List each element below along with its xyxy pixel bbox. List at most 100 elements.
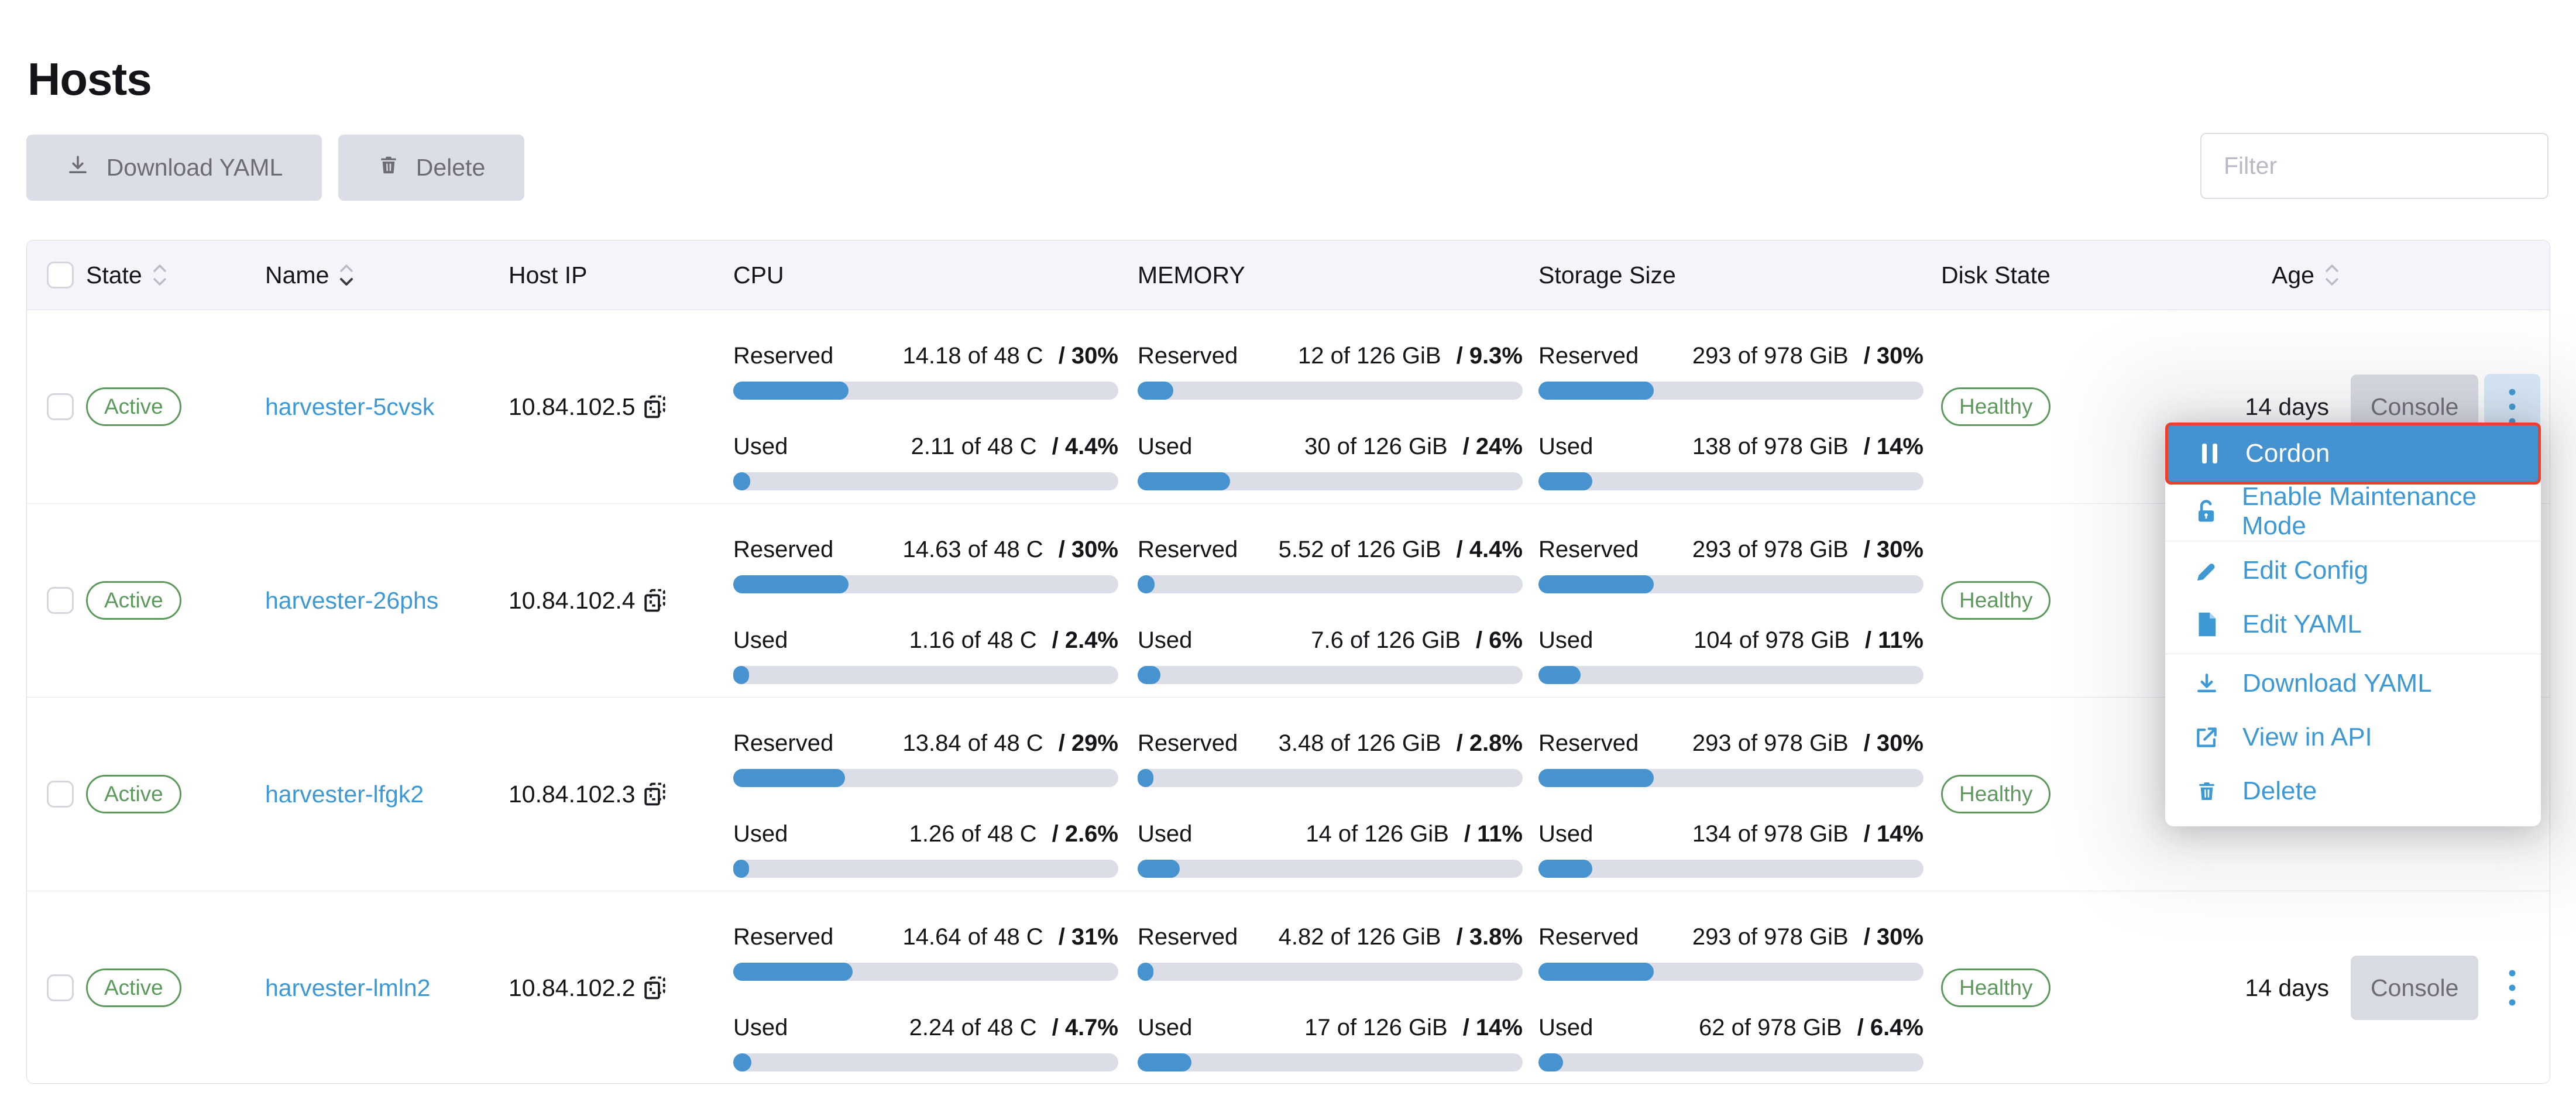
copy-icon[interactable] (643, 974, 667, 1001)
sort-icon[interactable] (152, 263, 168, 287)
state-badge: Active (86, 968, 181, 1008)
menu-item-download-yaml[interactable]: Download YAML (2165, 657, 2541, 710)
storage-reserved-value: 293 of 978 GiB (1692, 730, 1849, 756)
memory-cell: Reserved 3.48 of 126 GiB / 2.8% Used 14 of … (1138, 698, 1523, 891)
cpu-used-bar (733, 666, 1118, 684)
storage-reserved-percent: / 30% (1863, 924, 1924, 950)
kebab-icon (2509, 389, 2516, 425)
storage-reserved-percent: / 30% (1863, 343, 1924, 369)
memory-used-percent: / 24% (1462, 434, 1523, 459)
column-header-storage-size[interactable]: Storage Size (1538, 241, 1676, 310)
cpu-reserved-value: 14.64 of 48 C (902, 924, 1043, 950)
console-button[interactable]: Console (2351, 956, 2479, 1020)
used-label: Used (733, 1015, 788, 1040)
menu-item-label: Edit YAML (2242, 610, 2362, 638)
memory-used-value: 7.6 of 126 GiB (1311, 627, 1461, 653)
disk-state-badge: Healthy (1941, 387, 2051, 427)
reserved-label: Reserved (733, 730, 834, 756)
memory-reserved-percent: / 4.4% (1456, 537, 1523, 562)
memory-used-value: 17 of 126 GiB (1304, 1015, 1448, 1040)
table-row: Active harvester-lmln2 10.84.102.2 Reser… (27, 891, 2550, 1084)
used-label: Used (1538, 821, 1593, 847)
memory-reserved-percent: / 9.3% (1456, 343, 1523, 369)
host-name-link[interactable]: harvester-26phs (265, 586, 439, 614)
column-label-name: Name (265, 261, 329, 289)
page-title: Hosts (28, 53, 152, 105)
age-value: 14 days (2245, 393, 2329, 420)
copy-icon[interactable] (643, 587, 667, 614)
reserved-label: Reserved (1538, 343, 1639, 369)
host-ip-value: 10.84.102.5 (509, 393, 636, 420)
column-header-age[interactable]: Age (2272, 241, 2340, 310)
menu-item-label: View in API (2242, 723, 2372, 751)
delete-button[interactable]: Delete (338, 135, 524, 201)
storage-used-percent: / 14% (1863, 821, 1924, 847)
storage-reserved-bar (1538, 963, 1924, 981)
cpu-reserved-value: 13.84 of 48 C (902, 730, 1043, 756)
menu-item-enable-maintenance-mode[interactable]: Enable Maintenance Mode (2165, 482, 2541, 540)
menu-item-cordon[interactable]: Cordon (2165, 423, 2541, 485)
column-header-state[interactable]: State (86, 241, 168, 310)
storage-used-bar (1538, 1053, 1924, 1071)
copy-icon[interactable] (643, 781, 667, 808)
storage-used-value: 138 of 978 GiB (1692, 434, 1849, 459)
cpu-reserved-value: 14.18 of 48 C (902, 343, 1043, 369)
sort-icon[interactable] (2324, 263, 2340, 287)
reserved-label: Reserved (733, 343, 834, 369)
select-all-checkbox[interactable] (47, 262, 74, 289)
pause-icon (2195, 441, 2224, 466)
memory-reserved-value: 12 of 126 GiB (1297, 343, 1441, 369)
column-label-age: Age (2272, 261, 2314, 289)
external-link-icon (2192, 724, 2221, 750)
storage-reserved-bar (1538, 382, 1924, 400)
cpu-used-percent: / 4.7% (1052, 1015, 1118, 1040)
storage-used-bar (1538, 472, 1924, 490)
column-label-memory: MEMORY (1138, 261, 1245, 289)
download-yaml-button[interactable]: Download YAML (26, 135, 322, 201)
row-checkbox[interactable] (47, 974, 74, 1001)
column-header-name[interactable]: Name (265, 241, 355, 310)
row-checkbox[interactable] (47, 781, 74, 808)
memory-used-value: 14 of 126 GiB (1306, 821, 1449, 847)
menu-item-view-in-api[interactable]: View in API (2165, 710, 2541, 764)
host-ip-value: 10.84.102.2 (509, 974, 636, 1001)
memory-reserved-percent: / 2.8% (1456, 730, 1523, 756)
memory-reserved-value: 4.82 of 126 GiB (1278, 924, 1441, 950)
column-header-host-ip[interactable]: Host IP (509, 241, 587, 310)
column-header-memory[interactable]: MEMORY (1138, 241, 1245, 310)
used-label: Used (733, 627, 788, 653)
menu-item-edit-config[interactable]: Edit Config (2165, 544, 2541, 597)
cpu-used-bar (733, 472, 1118, 490)
storage-reserved-bar (1538, 575, 1924, 593)
menu-item-label: Delete (2242, 777, 2317, 805)
menu-item-delete[interactable]: Delete (2165, 764, 2541, 818)
column-header-disk-state[interactable]: Disk State (1941, 241, 2051, 310)
cpu-used-value: 2.24 of 48 C (909, 1015, 1037, 1040)
storage-used-percent: / 6.4% (1857, 1015, 1924, 1040)
cpu-cell: Reserved 14.63 of 48 C / 30% Used 1.16 of 4… (733, 504, 1118, 697)
storage-used-value: 104 of 978 GiB (1694, 627, 1850, 653)
row-checkbox[interactable] (47, 587, 74, 614)
kebab-icon (2509, 970, 2516, 1006)
storage-reserved-percent: / 30% (1863, 537, 1924, 562)
memory-cell: Reserved 12 of 126 GiB / 9.3% Used 30 of 12… (1138, 310, 1523, 503)
kebab-menu-button[interactable] (2484, 955, 2540, 1021)
menu-item-edit-yaml[interactable]: Edit YAML (2165, 597, 2541, 651)
menu-item-label: Edit Config (2242, 556, 2369, 585)
memory-reserved-value: 3.48 of 126 GiB (1278, 730, 1441, 756)
host-name-link[interactable]: harvester-lfgk2 (265, 780, 424, 808)
reserved-label: Reserved (1138, 343, 1238, 369)
host-name-link[interactable]: harvester-5cvsk (265, 393, 435, 420)
cpu-reserved-bar (733, 575, 1118, 593)
sort-icon-active-desc[interactable] (338, 263, 355, 287)
copy-icon[interactable] (643, 393, 667, 420)
column-header-cpu[interactable]: CPU (733, 241, 784, 310)
pencil-icon (2192, 558, 2221, 583)
download-icon (2192, 671, 2221, 696)
filter-input[interactable] (2200, 133, 2548, 199)
row-checkbox[interactable] (47, 393, 74, 420)
cpu-cell: Reserved 13.84 of 48 C / 29% Used 1.26 of 4… (733, 698, 1118, 891)
memory-used-bar (1138, 666, 1523, 684)
host-name-link[interactable]: harvester-lmln2 (265, 974, 431, 1001)
delete-button-label: Delete (415, 154, 486, 181)
